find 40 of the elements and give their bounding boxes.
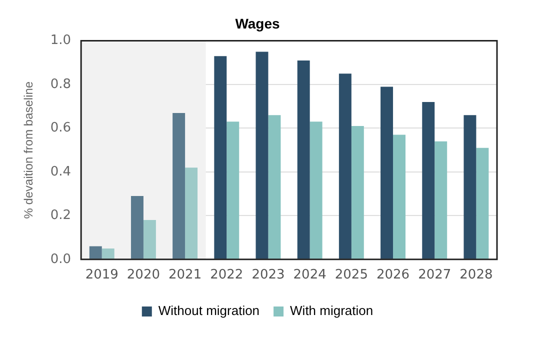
bar: [172, 112, 186, 259]
bar: [310, 122, 322, 259]
y-axis-title: % devaition from baseline: [22, 81, 36, 219]
bar: [268, 115, 281, 259]
x-tick-label: 2026: [376, 268, 410, 283]
bar: [130, 196, 144, 259]
bar: [380, 86, 394, 259]
legend-label: Without migration: [158, 303, 260, 318]
x-tick-label: 2023: [252, 268, 285, 283]
y-tick-label: 0.2: [50, 208, 72, 224]
bar: [297, 60, 310, 259]
y-tick-label: 1.0: [50, 33, 72, 48]
legend-label: With migration: [290, 303, 374, 318]
bar: [256, 52, 268, 259]
bar: [89, 246, 102, 259]
bar: [476, 148, 489, 259]
bar: [351, 126, 364, 259]
x-tick-label: 2028: [460, 268, 493, 283]
bar: [464, 115, 476, 259]
chart-title: Wages: [235, 15, 280, 32]
bar: [422, 102, 435, 259]
x-tick-label: 2021: [168, 268, 202, 283]
bar: [214, 56, 227, 259]
y-tick-label: 0.0: [50, 252, 72, 267]
x-tick-label: 2020: [126, 268, 160, 283]
bar: [143, 220, 156, 259]
y-tick-label: 0.6: [50, 120, 72, 136]
bar: [185, 168, 198, 259]
x-tick-label: 2024: [293, 268, 326, 283]
x-tick-label: 2027: [418, 268, 452, 283]
y-tick-label: 0.4: [50, 164, 72, 180]
bar: [338, 74, 352, 259]
bar: [393, 134, 406, 259]
x-tick-label: 2025: [334, 268, 368, 283]
bar: [226, 122, 240, 259]
x-tick-label: 2022: [210, 268, 244, 283]
bar: [102, 248, 114, 259]
y-tick-label: 0.8: [50, 76, 72, 92]
x-tick-label: 2019: [85, 268, 118, 283]
bar: [434, 141, 448, 259]
